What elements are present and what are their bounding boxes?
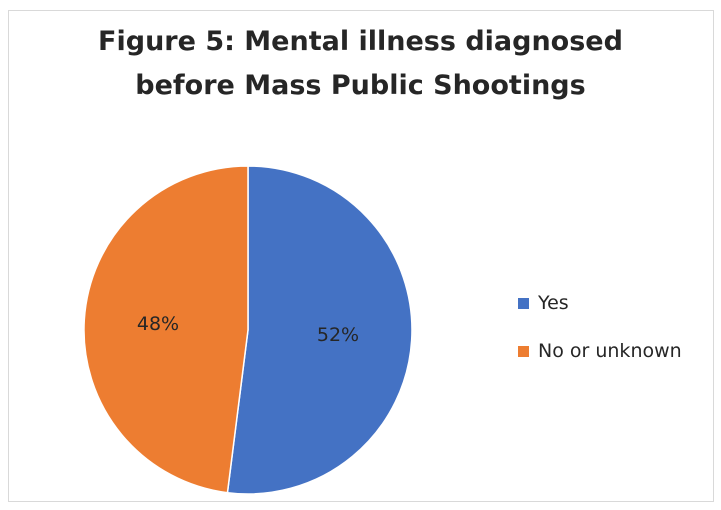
chart-legend: Yes No or unknown: [518, 291, 682, 387]
data-label-yes: 52%: [317, 324, 359, 346]
pie-slice-no-or-unknown: [83, 165, 249, 494]
chart-title-line-2: before Mass Public Shootings: [135, 70, 586, 101]
pie-slice-yes: [226, 165, 413, 495]
legend-swatch: [518, 345, 529, 357]
legend-label: Yes: [538, 292, 569, 314]
legend-item-yes: Yes: [518, 291, 682, 315]
legend-label: No or unknown: [538, 340, 682, 362]
chart-title-line-1: Figure 5: Mental illness diagnosed: [98, 26, 623, 57]
chart-title: Figure 5: Mental illness diagnosed befor…: [0, 20, 721, 108]
data-label-no-or-unknown: 48%: [137, 313, 179, 335]
legend-item-no-or-unknown: No or unknown: [518, 339, 682, 363]
legend-swatch: [518, 297, 529, 309]
